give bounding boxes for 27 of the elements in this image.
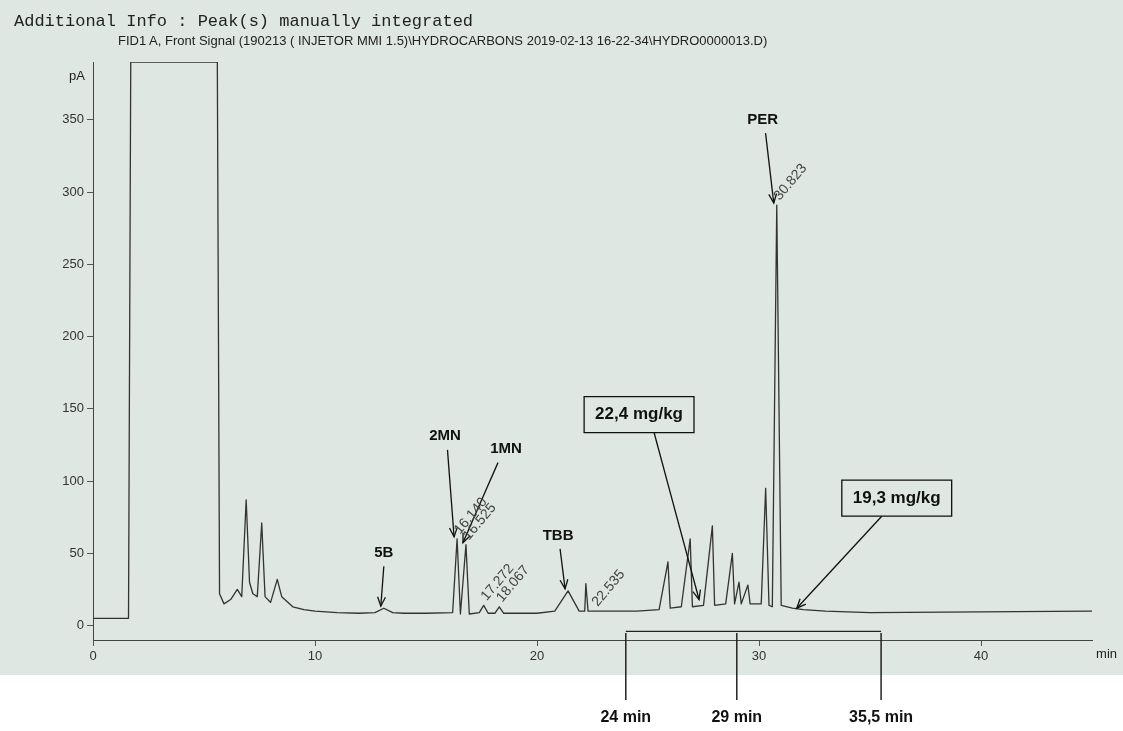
annotation: TBB [542,525,574,543]
x-tick-label: 10 [307,648,323,664]
x-tick-label: 20 [529,648,545,664]
y-tick-label: 350 [62,111,84,127]
y-tick-label: 0 [76,617,84,633]
chart-subtitle: Additional Info : Peak(s) manually integrated [14,12,474,31]
annotation: 1MN [490,439,522,457]
annotation: 19,3 mg/kg [852,487,941,507]
annotation: 5B [374,542,394,560]
annotation: 2MN [429,426,461,444]
annotation: PER [747,109,779,127]
y-tick-label: 250 [62,255,84,271]
x-tick-label: 30 [751,648,767,664]
y-tick-label: 200 [62,328,84,344]
chart-title: FID1 A, Front Signal (190213 ( INJETOR MMI 1.5)\HYDROCARBONS 2019-02-13 16-22-34\HYDRO0000013.D) [118,33,768,48]
annotation: 22,4 mg/kg [595,404,683,424]
y-axis-title: pA [69,67,86,83]
y-tick-label: 300 [62,183,84,199]
x-tick-label: 0 [89,648,97,664]
ref-line-label: 35,5 min [849,708,914,726]
x-axis-title: min [1096,646,1117,662]
ref-line-label: 24 min [600,708,652,726]
ref-line-label: 29 min [711,708,763,726]
y-tick-label: 150 [62,400,84,416]
x-tick-label: 40 [973,648,989,664]
y-tick-label: 100 [62,472,84,488]
y-tick-label: 50 [69,544,84,560]
